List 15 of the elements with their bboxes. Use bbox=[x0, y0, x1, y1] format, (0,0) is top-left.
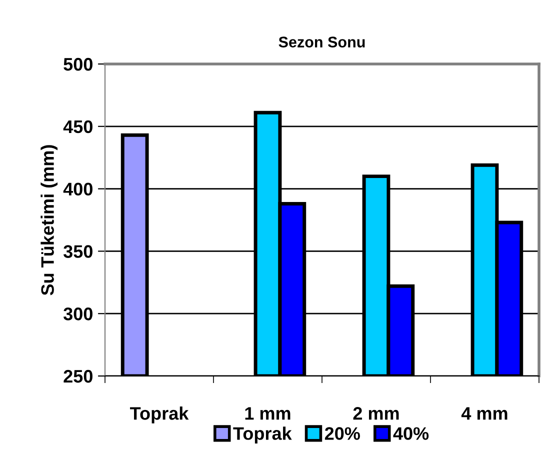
x-tick-label: Toprak bbox=[130, 406, 189, 424]
y-tick-label: 400 bbox=[63, 182, 92, 196]
x-tick-label: 2 mm bbox=[353, 407, 399, 420]
legend-label: 40% bbox=[393, 427, 429, 440]
y-tick-label: 350 bbox=[63, 245, 92, 258]
y-tick-label: 300 bbox=[63, 308, 92, 320]
y-axis-title: Su Tüketimi (mm) bbox=[40, 145, 58, 296]
chart-title: Sezon Sonu bbox=[278, 36, 365, 48]
y-tick-label: 450 bbox=[63, 120, 92, 134]
legend-label: Toprak bbox=[233, 426, 292, 444]
y-tick-label: 500 bbox=[64, 58, 92, 71]
x-tick-label: 1 mm bbox=[245, 407, 290, 420]
legend-label: 20% bbox=[324, 427, 360, 440]
y-tick-label: 250 bbox=[64, 370, 92, 383]
x-tick-label: 4 mm bbox=[461, 407, 508, 420]
